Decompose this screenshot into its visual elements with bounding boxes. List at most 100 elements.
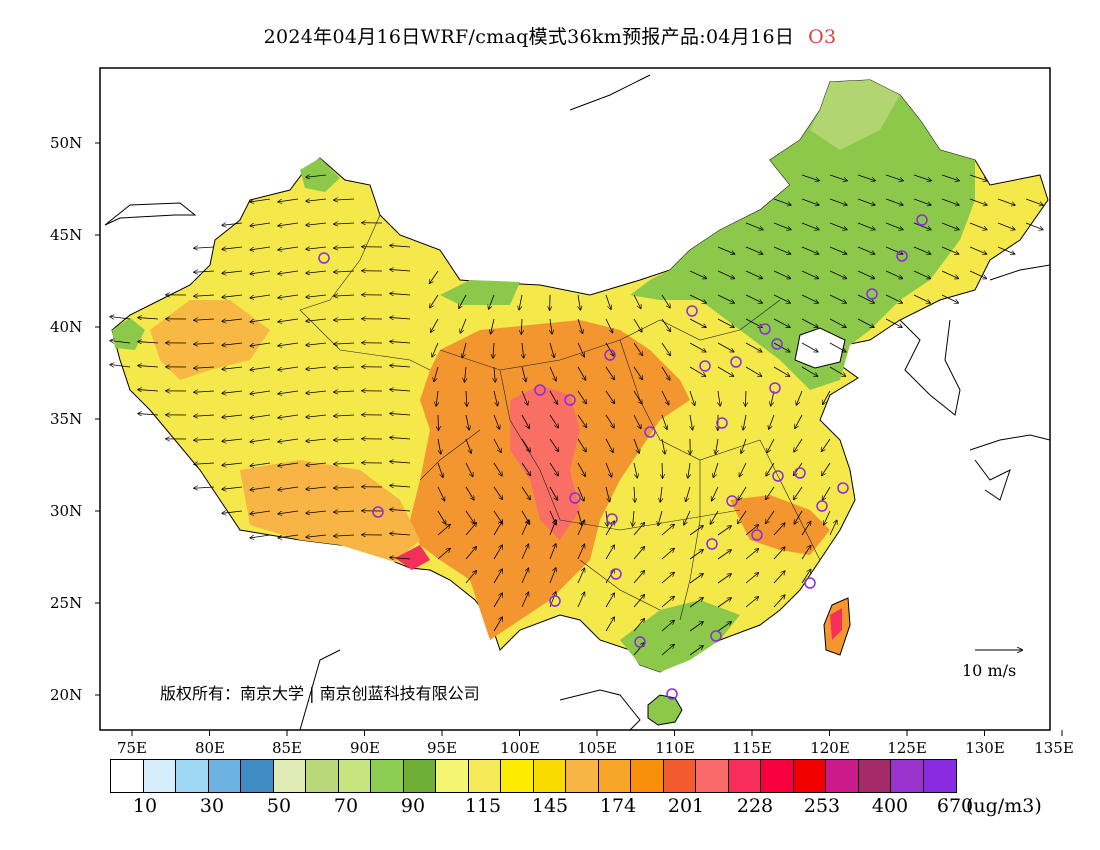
wind-arrow (306, 223, 327, 225)
station-marker (606, 513, 618, 525)
wind-arrow (306, 343, 327, 345)
wind-arrow (745, 270, 762, 278)
wind-arrow (829, 222, 847, 230)
wind-arrow (941, 174, 959, 181)
wind-arrow (633, 462, 637, 478)
wind-arrow (885, 222, 903, 230)
wind-arrow (885, 198, 903, 205)
station-marker (318, 252, 330, 264)
wind-arrow (738, 486, 747, 500)
wind-arrow (745, 318, 762, 327)
wind-arrow (250, 366, 271, 370)
colorbar-label: 253 (803, 795, 841, 817)
wind-arrow (278, 366, 299, 370)
station-marker (610, 568, 622, 580)
wind-arrow (689, 646, 703, 656)
wind-arrow (334, 487, 355, 488)
colorbar-swatch (241, 760, 274, 792)
wind-arrow (633, 619, 644, 632)
station-marker (726, 495, 738, 507)
wind-arrow (801, 198, 819, 205)
wind-arrow (578, 294, 580, 310)
map-frame (99, 67, 1051, 731)
wind-arrow (577, 520, 584, 536)
wind-arrow (306, 391, 327, 393)
wind-arrow (390, 485, 411, 487)
wind-arrow (437, 462, 443, 477)
wind-arrow (801, 366, 817, 376)
wind-arrow (493, 462, 502, 476)
colorbar-label: 90 (400, 795, 426, 817)
wind-arrow (773, 198, 791, 205)
wind-arrow (250, 462, 271, 466)
wind-arrow (521, 390, 528, 405)
wind-arrow (801, 522, 811, 536)
colorbar-label: 201 (667, 795, 705, 817)
lat-label-25: 25N (50, 594, 83, 612)
chart-title: 2024年04月16日WRF/cmaq模式36km预报产品:04月16日 O3 (0, 22, 1100, 49)
wind-arrow (633, 390, 642, 404)
wind-arrow (857, 294, 874, 303)
wind-arrow (661, 573, 674, 584)
lon-label-75: 75E (116, 739, 148, 757)
wind-arrow (222, 391, 243, 393)
wind-arrow (334, 511, 355, 512)
wind-arrow (549, 544, 556, 560)
wind-arrow (491, 318, 495, 334)
wind-arrow (250, 534, 271, 538)
wind-arrow (306, 535, 327, 537)
west-orange-zone (150, 300, 270, 380)
wind-arrow (605, 462, 612, 477)
station-marker (604, 349, 616, 361)
wind-arrow (522, 342, 524, 358)
wind-arrow (334, 223, 355, 224)
wind-arrow (773, 294, 790, 303)
wind-arrow (913, 270, 930, 278)
wind-arrow (715, 438, 718, 454)
wind-arrow (661, 645, 674, 656)
wind-arrow (390, 533, 411, 535)
lon-label-130: 130E (965, 739, 1005, 757)
wind-arrow (306, 319, 327, 321)
wind-arrow (577, 366, 586, 380)
wind-arrow (334, 247, 355, 248)
station-marker (716, 417, 728, 429)
wind-arrow (717, 318, 734, 327)
station-marker (569, 492, 581, 504)
wind-arrow (794, 438, 803, 452)
station-marker (769, 382, 781, 394)
wind-arrow (222, 463, 243, 465)
wind-arrow (822, 438, 831, 451)
wind-arrow (745, 573, 758, 584)
wind-arrow (222, 367, 243, 369)
wind-arrow (773, 222, 791, 230)
wind-arrow (521, 414, 529, 428)
wind-arrow (222, 247, 243, 249)
wind-arrow (549, 520, 556, 536)
lon-label-120: 120E (810, 739, 850, 757)
wind-arrow (997, 222, 1015, 230)
wind-arrow (661, 597, 674, 608)
wind-arrow (466, 390, 467, 406)
wind-arrow (969, 270, 986, 278)
lon-label-125: 125E (887, 739, 927, 757)
colorbar-swatch (696, 760, 729, 792)
wind-arrow (885, 174, 903, 181)
wind-arrow (577, 318, 583, 333)
wind-arrow (577, 486, 584, 501)
colorbar-label: 115 (464, 795, 502, 817)
wind-arrow (390, 341, 411, 343)
wind-arrow (194, 439, 215, 440)
wind-arrow (521, 544, 528, 560)
lat-label-20: 20N (50, 686, 83, 704)
wind-arrow (437, 510, 446, 524)
wind-arrow (194, 415, 215, 416)
wind-arrow (306, 295, 327, 297)
wind-arrow (689, 342, 706, 352)
colorbar-label: 50 (266, 795, 292, 817)
wind-arrow (465, 486, 474, 500)
wind-arrow (885, 246, 903, 254)
wind-arrow (801, 174, 819, 181)
wind-arrow (493, 390, 498, 406)
